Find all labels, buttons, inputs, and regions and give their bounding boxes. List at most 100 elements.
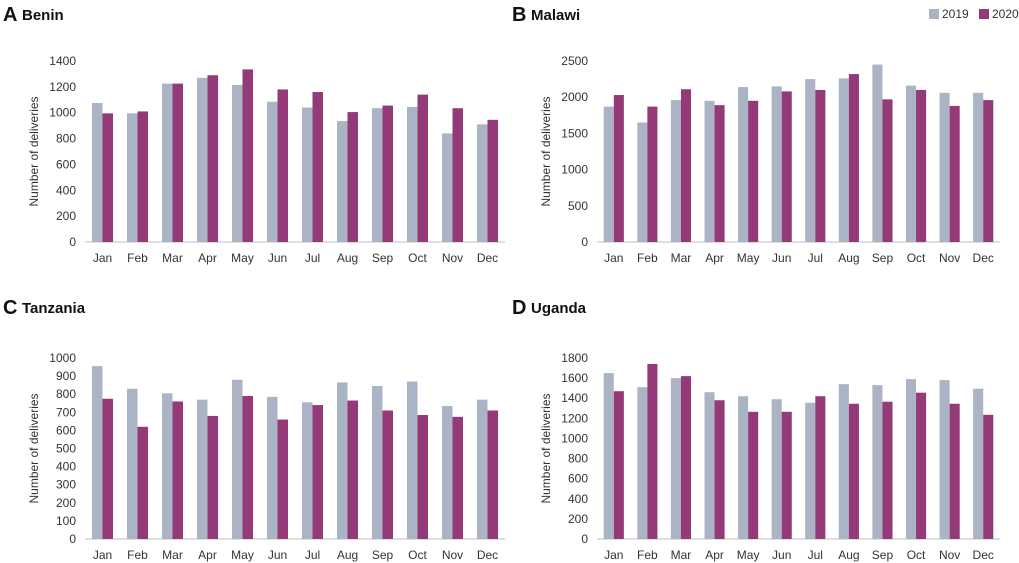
x-tick-label-nov: Nov [442, 251, 463, 265]
bar-2019-oct [905, 85, 917, 242]
x-tick-label-oct: Oct [408, 251, 427, 265]
y-tick-label: 600 [56, 423, 76, 437]
x-tick-label-may: May [231, 548, 254, 562]
bar-2019-jun [771, 86, 782, 242]
y-tick-label: 400 [56, 460, 76, 474]
y-tick-label: 500 [56, 442, 76, 456]
bar-2019-mar [162, 83, 173, 242]
bar-2020-sep [382, 105, 393, 242]
bar-2020-may [242, 69, 253, 243]
x-tick-label-apr: Apr [705, 251, 724, 265]
bar-2019-nov [939, 380, 950, 539]
x-tick-label-feb: Feb [127, 251, 148, 265]
bar-2020-jan [102, 113, 113, 242]
bar-2020-mar [680, 376, 692, 539]
x-tick-label-nov: Nov [939, 548, 960, 562]
y-tick-label: 1000 [49, 351, 76, 365]
bar-2019-sep [372, 108, 383, 242]
chart-title-benin: Benin [22, 7, 64, 24]
bar-2020-sep [882, 401, 893, 539]
bar-2020-nov [949, 105, 960, 242]
x-tick-label-feb: Feb [637, 251, 658, 265]
x-tick-label-jun: Jun [268, 251, 287, 265]
bar-2019-jun [771, 399, 782, 539]
y-axis-label: Number of deliveries [27, 96, 41, 206]
bar-2020-jan [102, 398, 113, 539]
bar-2020-dec [487, 410, 498, 539]
bar-2020-dec [983, 100, 994, 242]
y-tick-label: 1200 [49, 80, 76, 94]
x-tick-label-mar: Mar [671, 251, 692, 265]
panel-letter-a: A [3, 4, 17, 26]
bar-2019-dec [477, 399, 488, 539]
bar-2019-oct [407, 106, 418, 243]
y-tick-label: 0 [581, 532, 588, 546]
bar-2019-jul [302, 402, 313, 539]
panel-letter-d: D [512, 297, 526, 319]
x-tick-label-jul: Jul [808, 251, 823, 265]
x-tick-label-nov: Nov [442, 548, 463, 562]
y-tick-label: 100 [56, 514, 76, 528]
y-tick-label: 800 [56, 132, 76, 146]
bar-2020-may [242, 396, 253, 539]
bar-2019-feb [127, 388, 138, 539]
y-tick-label: 1400 [561, 391, 588, 405]
bar-2020-oct [417, 94, 428, 242]
legend-swatch-2020 [979, 9, 989, 19]
y-tick-label: 1500 [561, 126, 588, 140]
y-tick-label: 800 [56, 387, 76, 401]
bar-2019-jul [805, 402, 816, 539]
bar-2020-dec [487, 119, 498, 242]
bar-2019-aug [337, 382, 348, 539]
y-tick-label: 1000 [561, 163, 588, 177]
y-tick-label: 2500 [561, 54, 588, 68]
x-tick-label-aug: Aug [838, 251, 859, 265]
x-tick-label-apr: Apr [705, 548, 724, 562]
bar-2019-may [738, 87, 749, 243]
bar-2020-jun [277, 419, 288, 539]
x-tick-label-jun: Jun [772, 251, 791, 265]
y-tick-label: 1600 [561, 371, 588, 385]
x-tick-label-jun: Jun [268, 548, 287, 562]
x-tick-label-sep: Sep [872, 548, 894, 562]
x-tick-label-sep: Sep [372, 548, 394, 562]
y-tick-label: 700 [56, 405, 76, 419]
y-tick-label: 600 [56, 157, 76, 171]
y-tick-label: 200 [56, 209, 76, 223]
bar-2020-jun [277, 89, 288, 242]
bar-2019-apr [197, 399, 208, 539]
x-tick-label-may: May [737, 251, 760, 265]
panel-letter-b: B [512, 4, 526, 26]
bar-2019-aug [838, 384, 849, 539]
y-tick-label: 1400 [49, 54, 76, 68]
bar-2020-jan [613, 391, 624, 539]
y-tick-label: 500 [568, 199, 588, 213]
chart-panel-malawi: B Malawi Number of deliveries 0 500 1000 1500 2… [512, 4, 1000, 265]
x-tick-label-mar: Mar [671, 548, 692, 562]
bar-2020-feb [137, 426, 148, 539]
y-axis-label: Number of deliveries [539, 393, 553, 503]
bar-2019-nov [939, 92, 950, 242]
bar-2019-jul [302, 107, 313, 243]
x-tick-label-jul: Jul [305, 548, 320, 562]
x-tick-label-apr: Apr [198, 548, 217, 562]
y-axis-label: Number of deliveries [27, 393, 41, 503]
bar-2019-may [232, 84, 243, 243]
bar-2019-mar [670, 100, 681, 242]
bar-2019-jan [603, 373, 614, 539]
bar-2019-jun [267, 396, 278, 539]
bar-2020-jul [815, 89, 826, 243]
y-tick-label: 0 [69, 532, 76, 546]
y-tick-label: 900 [56, 369, 76, 383]
bar-2020-apr [207, 415, 218, 539]
chart-panel-tanzania: C Tanzania Number of deliveries 0 100 200 300 4… [3, 297, 505, 562]
y-tick-label: 600 [568, 472, 588, 486]
y-tick-label: 200 [56, 496, 76, 510]
bar-2019-jun [267, 101, 278, 242]
y-axis-label: Number of deliveries [539, 96, 553, 206]
x-tick-label-sep: Sep [872, 251, 894, 265]
bar-2020-mar [172, 401, 183, 539]
bar-2020-dec [983, 414, 994, 539]
x-tick-label-dec: Dec [973, 548, 994, 562]
bar-2020-sep [382, 410, 393, 539]
